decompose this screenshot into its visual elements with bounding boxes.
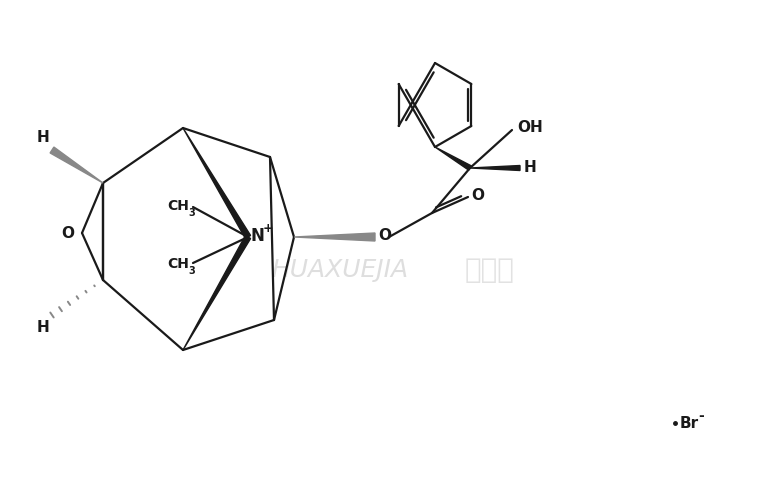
Text: H: H xyxy=(37,321,49,335)
Polygon shape xyxy=(294,233,375,241)
Text: Br: Br xyxy=(680,416,699,431)
Text: N: N xyxy=(251,227,265,245)
Polygon shape xyxy=(50,147,103,183)
Text: O: O xyxy=(471,187,484,202)
Text: +: + xyxy=(263,222,274,235)
Text: CH: CH xyxy=(167,257,189,271)
Text: H: H xyxy=(524,161,537,175)
Text: -: - xyxy=(698,409,704,423)
Polygon shape xyxy=(435,147,471,170)
Polygon shape xyxy=(183,128,251,239)
Text: OH: OH xyxy=(517,120,543,134)
Text: HUAXUEJIA: HUAXUEJIA xyxy=(271,258,408,282)
Text: CH: CH xyxy=(167,199,189,213)
Text: 3: 3 xyxy=(188,266,195,276)
Polygon shape xyxy=(470,165,520,171)
Text: O: O xyxy=(378,228,391,243)
Text: O: O xyxy=(61,226,74,241)
Text: H: H xyxy=(37,131,49,146)
Polygon shape xyxy=(183,236,251,350)
Text: 化学加: 化学加 xyxy=(465,256,515,284)
Text: 3: 3 xyxy=(188,208,195,218)
